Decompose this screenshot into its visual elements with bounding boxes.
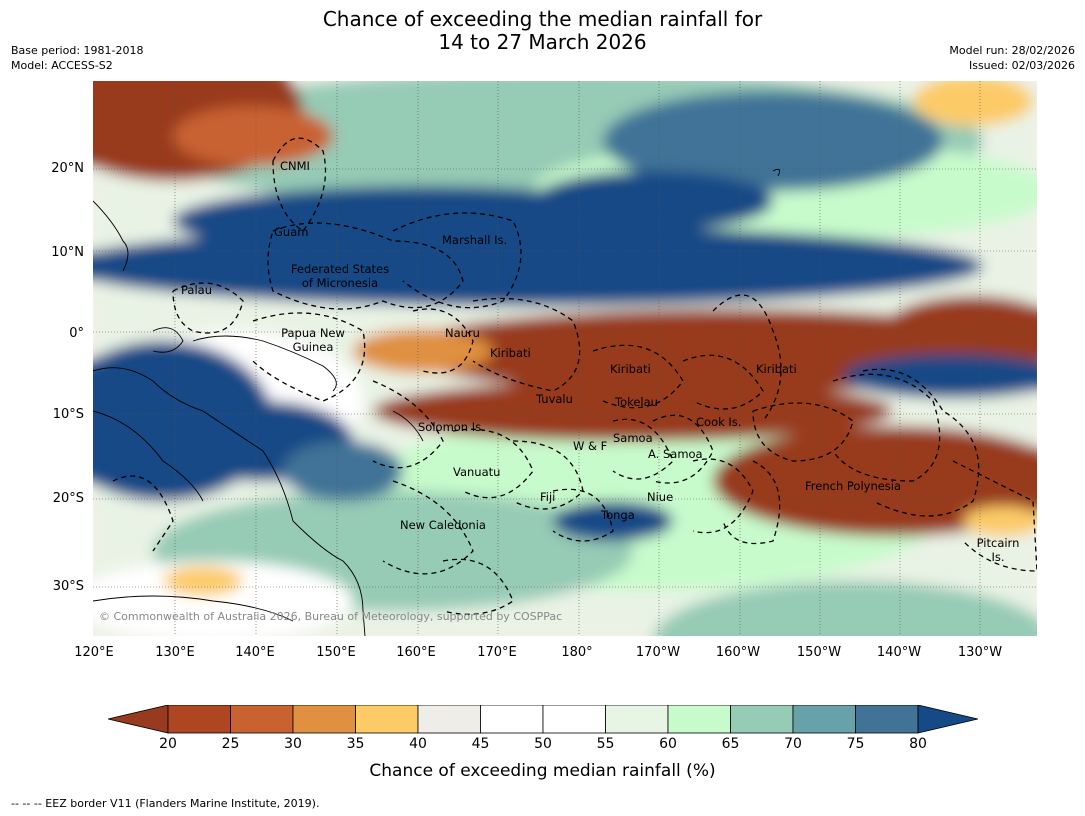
- copyright-notice: © Commonwealth of Australia 2026, Bureau…: [99, 610, 563, 623]
- label-pitcairn-line2: Is.: [991, 550, 1005, 564]
- label-png-line1: Papua New: [281, 326, 345, 340]
- colorbar: [108, 705, 978, 734]
- meta-right: Model run: 28/02/2026 Issued: 02/03/2026: [949, 43, 1075, 73]
- rainfall-map: CNMI Guam Marshall Is. Federated States …: [93, 81, 1037, 636]
- title-line-2: 14 to 27 March 2026: [438, 30, 647, 54]
- label-fsm-line2: of Micronesia: [301, 276, 379, 290]
- colorbar-segment: [292, 705, 356, 734]
- x-tick-150E: 150°E: [316, 645, 356, 660]
- meta-left: Base period: 1981-2018 Model: ACCESS-S2: [11, 43, 143, 73]
- colorbar-label: 70: [784, 736, 802, 752]
- colorbar-labels: 20 25 30 35 40 45 50 55 60 65 70 75 80: [0, 736, 1085, 756]
- y-tick-10S: 10°S: [52, 407, 84, 422]
- colorbar-segment: [355, 705, 419, 734]
- label-american-samoa: A. Samoa: [648, 447, 703, 461]
- rainfall-field: [93, 81, 1037, 636]
- x-tick-140E: 140°E: [235, 645, 275, 660]
- label-wallis-futuna: W & F: [573, 439, 608, 453]
- x-tick-120E: 120°E: [74, 645, 114, 660]
- colorbar-segment: [167, 705, 231, 734]
- label-nauru: Nauru: [445, 326, 480, 340]
- x-tick-170W: 170°W: [635, 645, 681, 660]
- label-french-polynesia: French Polynesia: [805, 479, 902, 493]
- label-kiribati-west: Kiribati: [490, 346, 531, 360]
- colorbar-label: 55: [596, 736, 615, 752]
- model-run: Model run: 28/02/2026: [949, 44, 1075, 57]
- colorbar-segment: [667, 705, 731, 734]
- model-name: Model: ACCESS-S2: [11, 59, 113, 72]
- label-vanuatu: Vanuatu: [453, 465, 501, 479]
- colorbar-segment: [480, 705, 544, 734]
- colorbar-segment: [855, 705, 919, 734]
- label-solomon: Solomon Is.: [418, 420, 485, 434]
- colorbar-label: 25: [221, 736, 240, 752]
- colorbar-label: 45: [471, 736, 490, 752]
- coastlines: [93, 168, 781, 636]
- label-guam: Guam: [274, 225, 309, 239]
- label-fsm-line1: Federated States: [290, 262, 390, 276]
- x-tick-180: 180°: [561, 645, 593, 660]
- label-tokelau: Tokelau: [615, 395, 658, 409]
- colorbar-label: 75: [846, 736, 865, 752]
- label-png-line2: Guinea: [292, 340, 334, 354]
- y-tick-30S: 30°S: [52, 579, 84, 594]
- y-tick-20N: 20°N: [51, 161, 84, 176]
- base-period: Base period: 1981-2018: [11, 44, 144, 57]
- y-tick-0: 0°: [69, 326, 84, 341]
- label-kiribati-central: Kiribati: [610, 362, 651, 376]
- colorbar-label: 80: [909, 736, 927, 752]
- label-fiji: Fiji: [540, 490, 556, 504]
- x-tick-150W: 150°W: [796, 645, 842, 660]
- label-niue: Niue: [647, 490, 674, 504]
- map-canvas: [93, 81, 1037, 636]
- colorbar-segment: [605, 705, 669, 734]
- graticule: [93, 81, 1037, 636]
- y-tick-20S: 20°S: [52, 491, 84, 506]
- label-fsm: Federated States of Micronesia: [285, 262, 395, 290]
- label-cnmi: CNMI: [280, 159, 310, 173]
- colorbar-label: 65: [721, 736, 740, 752]
- label-pitcairn: Pitcairn Is.: [971, 536, 1025, 564]
- colorbar-segment: [542, 705, 606, 734]
- y-tick-10N: 10°N: [51, 245, 84, 260]
- title-line-1: Chance of exceeding the median rainfall …: [322, 7, 763, 31]
- label-marshall: Marshall Is.: [442, 233, 508, 247]
- x-tick-140W: 140°W: [876, 645, 922, 660]
- label-png: Papua New Guinea: [273, 326, 353, 354]
- x-tick-160W: 160°W: [715, 645, 761, 660]
- issued-date: Issued: 02/03/2026: [968, 59, 1075, 72]
- colorbar-segment: [417, 705, 481, 734]
- colorbar-segment: [730, 705, 794, 734]
- label-tonga: Tonga: [601, 508, 635, 522]
- colorbar-label: 60: [659, 736, 677, 752]
- x-tick-130W: 130°W: [957, 645, 1003, 660]
- colorbar-label: 20: [159, 736, 177, 752]
- colorbar-label: 50: [534, 736, 552, 752]
- colorbar-extend-high: [917, 705, 978, 734]
- x-tick-130E: 130°E: [155, 645, 195, 660]
- label-kiribati-east: Kiribati: [756, 362, 797, 376]
- map-title: Chance of exceeding the median rainfall …: [0, 8, 1085, 54]
- colorbar-segment: [792, 705, 856, 734]
- label-new-caledonia: New Caledonia: [400, 518, 486, 532]
- colorbar-label: 40: [409, 736, 427, 752]
- label-palau: Palau: [181, 283, 212, 297]
- label-samoa: Samoa: [613, 431, 653, 445]
- colorbar-segment: [230, 705, 294, 734]
- label-pitcairn-line1: Pitcairn: [976, 536, 1020, 550]
- footer-note: -- -- -- EEZ border V11 (Flanders Marine…: [11, 797, 320, 810]
- colorbar-extend-low: [108, 705, 169, 734]
- colorbar-title: Chance of exceeding median rainfall (%): [369, 761, 716, 781]
- colorbar-label: 30: [284, 736, 302, 752]
- eez-borders: [112, 137, 1037, 615]
- x-tick-160E: 160°E: [396, 645, 436, 660]
- label-tuvalu: Tuvalu: [536, 392, 573, 406]
- colorbar-label: 35: [346, 736, 365, 752]
- label-cook-islands: Cook Is.: [696, 415, 742, 429]
- x-tick-170E: 170°E: [477, 645, 517, 660]
